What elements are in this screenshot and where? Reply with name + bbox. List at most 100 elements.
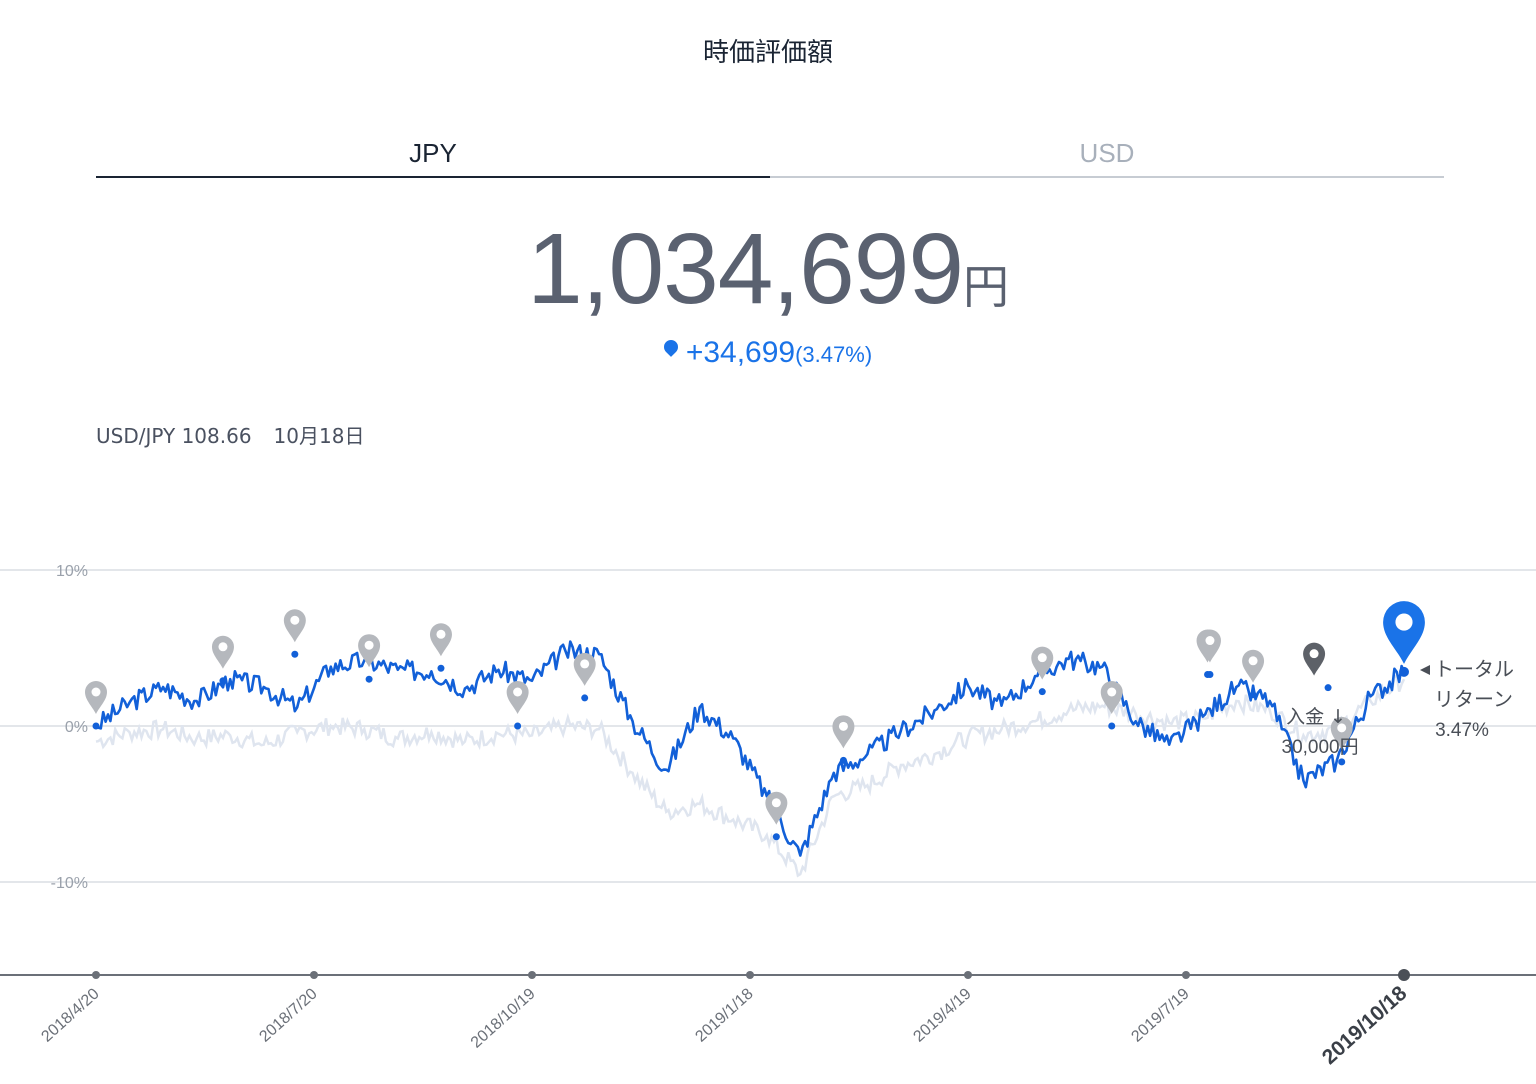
current-marker-icon	[1383, 601, 1425, 664]
pin-hole	[580, 659, 590, 669]
pin-hole	[838, 721, 848, 731]
pin-body	[1198, 629, 1221, 663]
event-marker-icon	[1031, 646, 1054, 680]
event-marker-icon	[358, 634, 381, 668]
pin-body	[1031, 646, 1054, 680]
event-point	[514, 722, 522, 730]
tab-jpy[interactable]: JPY	[96, 130, 770, 178]
event-marker-icon	[765, 791, 788, 825]
pin-hole	[513, 687, 523, 697]
total-return-label-2: リターン	[1434, 687, 1513, 711]
event-marker-icon	[1242, 649, 1265, 683]
deposit-point	[1324, 684, 1332, 692]
current-point	[1399, 666, 1409, 677]
pin-body	[85, 681, 107, 714]
pin-body	[1330, 716, 1353, 750]
event-marker-icon	[429, 623, 452, 657]
change-value: +34,699	[685, 336, 796, 369]
x-tick-label: 2019/10/18	[1318, 981, 1412, 1069]
fx-rate-date: 10月18日	[273, 424, 365, 448]
event-marker-icon	[211, 635, 234, 669]
total-return-value: 3.47%	[1435, 720, 1489, 741]
pin-body	[506, 681, 529, 714]
event-point	[839, 756, 847, 764]
x-tick-label: 2019/4/19	[910, 985, 974, 1045]
pin-body	[211, 635, 234, 669]
event-point	[772, 833, 780, 841]
deposit-amount: 30,000円	[1282, 737, 1359, 758]
tab-usd[interactable]: USD	[770, 130, 1444, 178]
page-title: 時価評価額	[702, 38, 833, 68]
event-point	[1108, 722, 1116, 730]
fx-rate-label: USD/JPY 108.66	[96, 424, 252, 448]
x-tick-label: 2018/4/20	[38, 985, 102, 1045]
event-point	[1206, 671, 1214, 679]
x-tick-label: 2018/10/19	[468, 985, 539, 1051]
event-point	[365, 675, 373, 683]
pin-hole	[218, 642, 228, 652]
y-tick-label: -10%	[51, 875, 88, 892]
pin-hole	[1309, 649, 1319, 659]
benchmark-line	[95, 673, 1406, 878]
x-tick-dot	[92, 971, 100, 979]
pin-hole	[1107, 687, 1117, 697]
pin-hole	[1248, 656, 1258, 666]
fx-rate: USD/JPY 108.66 10月18日	[96, 420, 364, 449]
event-marker-icon	[832, 715, 855, 749]
event-point	[1038, 688, 1046, 696]
y-tick-label: 10%	[56, 563, 88, 580]
pin-hole	[91, 687, 101, 697]
event-point	[291, 650, 299, 658]
pin-body	[283, 609, 306, 643]
total-return-label-1: トータル	[1434, 657, 1514, 681]
x-tick-dot	[964, 971, 972, 979]
x-tick-dot	[1182, 971, 1190, 979]
pin-body	[1100, 681, 1123, 714]
x-tick-dot	[310, 971, 318, 979]
deposit-marker-icon	[1303, 642, 1326, 676]
event-marker-icon	[283, 609, 306, 643]
valuation-change: +34,699(3.47%)	[0, 336, 1536, 370]
x-tick-label: 2019/1/18	[692, 985, 756, 1045]
currency-tabs: JPY USD	[96, 130, 1444, 178]
event-point	[219, 677, 227, 685]
y-tick-label: 0%	[65, 719, 88, 736]
pin-hole	[1337, 723, 1347, 733]
event-marker-icon	[1330, 716, 1353, 750]
pin-body	[1242, 649, 1265, 683]
event-point	[437, 664, 445, 672]
pin-body	[765, 791, 788, 825]
pin-hole	[771, 798, 781, 808]
pin-body	[429, 623, 452, 657]
event-marker-icon	[1100, 681, 1123, 714]
event-marker-icon	[506, 681, 529, 714]
pin-body	[573, 652, 596, 686]
valuation-amount: 1,034,699円	[0, 212, 1536, 327]
x-tick-dot	[746, 971, 754, 979]
valuation-unit: 円	[962, 260, 1009, 314]
total-return-pointer-icon	[1420, 665, 1430, 675]
pin-body	[1383, 601, 1425, 664]
pin-hole	[364, 640, 374, 650]
event-marker-icon	[573, 652, 596, 686]
portfolio-line	[95, 640, 1406, 857]
x-tick-dot	[528, 971, 536, 979]
pin-hole	[290, 615, 300, 625]
x-tick-label: 2019/7/19	[1128, 985, 1192, 1045]
event-point	[92, 722, 100, 730]
x-tick-dot	[1398, 969, 1410, 981]
pin-hole	[1395, 613, 1413, 631]
deposit-label: 入金 ↓	[1286, 706, 1346, 728]
pin-body	[1303, 642, 1326, 676]
valuation-value: 1,034,699	[527, 213, 964, 325]
pin-hole	[436, 629, 446, 639]
event-marker-icon	[85, 681, 107, 714]
event-marker-icon	[1198, 629, 1221, 663]
pin-hole	[1205, 636, 1215, 646]
change-percent: (3.47%)	[795, 342, 873, 367]
pin-body	[832, 715, 855, 749]
event-point	[581, 694, 589, 702]
pin-body	[358, 634, 381, 668]
event-point	[1338, 758, 1346, 766]
